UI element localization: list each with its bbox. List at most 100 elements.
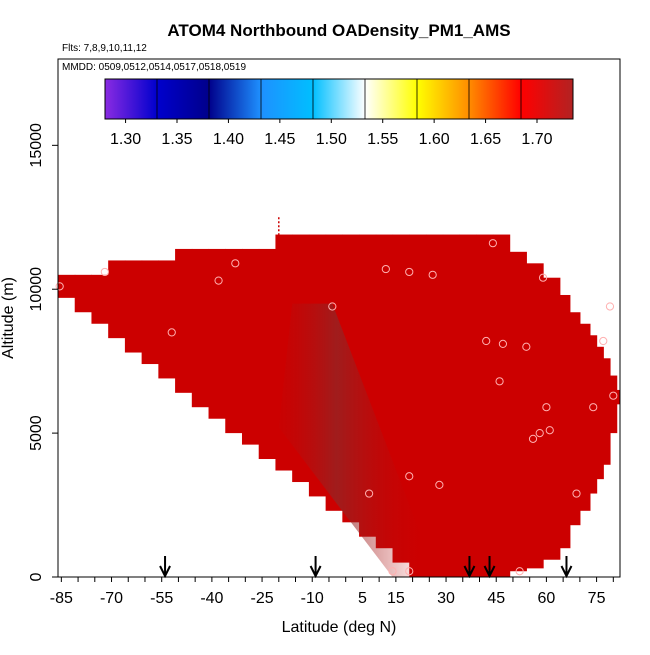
- colorbar-swatch: [105, 79, 573, 119]
- field-column: [74, 274, 93, 313]
- field-column: [526, 263, 544, 569]
- sample-point: [589, 403, 598, 412]
- sample-point: [522, 342, 531, 351]
- flight-arrow-head: [159, 565, 171, 579]
- field-column: [241, 248, 260, 445]
- x-tick-label: 15: [387, 590, 405, 607]
- x-tick-label: -70: [100, 590, 123, 607]
- colorbar-ticks: 1.30 1.35 1.40 1.45 1.50 1.55 1.60 1.65 1.70: [110, 119, 553, 148]
- sample-point: [599, 336, 608, 346]
- sample-point: [231, 259, 240, 268]
- field-column: [425, 234, 444, 577]
- sample-point: [100, 267, 109, 277]
- field-column: [124, 260, 143, 353]
- sample-point: [542, 403, 551, 412]
- field-column: [509, 251, 527, 572]
- y-axis-label: Altitude (m): [0, 277, 17, 359]
- sample-point: [328, 302, 337, 311]
- field-column: [91, 274, 109, 324]
- sample-point: [538, 273, 548, 282]
- field-column: [543, 277, 561, 560]
- field-column: [158, 260, 176, 379]
- sample-point: [609, 391, 618, 400]
- sample-point: [388, 567, 397, 576]
- field-column: [459, 234, 477, 577]
- field-column: [208, 248, 226, 419]
- colorbar-tick-label: 1.60: [419, 131, 450, 148]
- flight-arrow-head: [560, 565, 573, 579]
- shaded-band-shape: [278, 303, 433, 577]
- field-column: [258, 248, 277, 460]
- field-column: [569, 312, 581, 526]
- x-tick-label: 75: [588, 590, 606, 607]
- colorbar-tick-label: 1.40: [213, 131, 244, 148]
- x-tick-label: -40: [200, 590, 223, 607]
- field-column: [225, 248, 243, 434]
- sample-point: [488, 239, 497, 248]
- field-column: [476, 234, 494, 577]
- colorbar-tick-label: 1.35: [161, 131, 192, 148]
- x-axis-label: Latitude (deg N): [282, 619, 397, 636]
- colorbar-tick-label: 1.55: [367, 131, 398, 148]
- sample-point: [167, 328, 176, 337]
- field-column: [579, 323, 591, 511]
- sample-point: [405, 472, 414, 481]
- field-column: [616, 389, 620, 405]
- sample-point: [55, 282, 64, 291]
- plot-frame: [57, 58, 621, 578]
- colorbar-tick-label: 1.50: [316, 131, 347, 148]
- y-tick-label: 10000: [28, 267, 45, 312]
- sample-point: [214, 276, 223, 285]
- field-column: [191, 248, 210, 408]
- sample-point: [572, 489, 581, 498]
- sample-point: [405, 567, 414, 576]
- field-column: [609, 375, 618, 434]
- field-column: [175, 248, 193, 393]
- colorbar-tick-label: 1.30: [110, 131, 141, 148]
- dates-label: MMDD: 0509,0512,0514,0517,0518,0519: [62, 62, 246, 73]
- sample-point: [495, 377, 504, 386]
- y-tick-label: 0: [28, 572, 45, 581]
- y-tick-label: 15000: [28, 123, 45, 168]
- field-column: [442, 234, 461, 577]
- sample-point: [605, 302, 615, 311]
- sample-point: [428, 270, 437, 279]
- sample-point: [381, 264, 390, 274]
- flight-arrow-head: [309, 565, 322, 579]
- colorbar-frame: [104, 78, 574, 120]
- sample-point: [482, 336, 491, 346]
- field-column: [492, 234, 511, 577]
- flights-label: Flts: 7,8,9,10,11,12: [62, 43, 147, 54]
- chart-title: ATOM4 Northbound OADensity_PM1_AMS: [167, 21, 510, 40]
- x-tick-label: -55: [150, 590, 173, 607]
- colorbar-tick-label: 1.45: [264, 131, 295, 148]
- field-column: [596, 346, 604, 480]
- sample-points: [55, 239, 618, 576]
- flight-arrow-head: [463, 565, 476, 579]
- sample-point: [405, 267, 414, 277]
- x-tick-label: -85: [50, 590, 73, 607]
- y-axis: 0 5000 10000 15000: [28, 123, 58, 581]
- sample-point: [545, 426, 554, 435]
- field-column: [141, 260, 159, 365]
- flight-arrow-head: [483, 565, 496, 579]
- sample-point: [435, 480, 444, 490]
- x-tick-label: 30: [437, 590, 455, 607]
- field-column: [603, 358, 611, 465]
- sample-point: [498, 339, 508, 348]
- colorbar-tick-label: 1.65: [470, 131, 501, 148]
- colorbar-tick-label: 1.70: [521, 131, 552, 148]
- field-column: [108, 260, 126, 339]
- x-tick-label: -10: [301, 590, 324, 607]
- sample-point: [365, 489, 374, 498]
- x-tick-label: 45: [487, 590, 505, 607]
- x-axis: -85 -70 -55 -40 -25 -10 5 15 30 45 60 75: [50, 577, 614, 607]
- sample-point: [528, 434, 538, 443]
- flight-arrows: [159, 556, 573, 579]
- field-column: [58, 274, 76, 298]
- x-tick-label: 60: [538, 590, 556, 607]
- field-column: [559, 294, 571, 549]
- shaded-band: [278, 303, 433, 577]
- field-column: [409, 234, 427, 577]
